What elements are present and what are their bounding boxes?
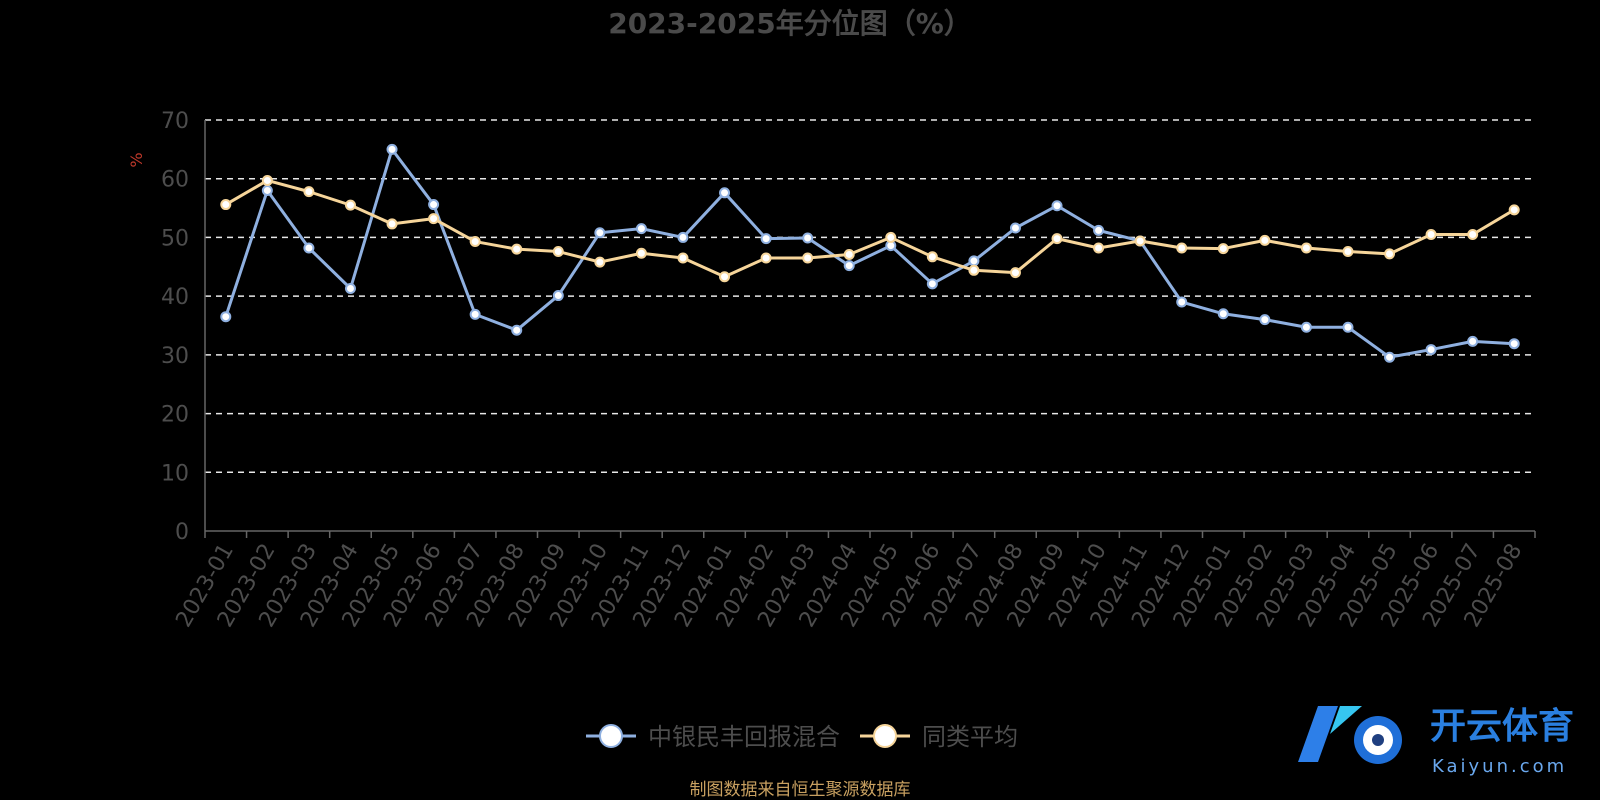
data-point: [220, 199, 232, 211]
watermark-logo: 开云体育 Kaiyun.com: [1298, 706, 1574, 777]
data-point: [428, 199, 440, 211]
y-axis-label: %: [127, 152, 146, 167]
watermark-brand-en: Kaiyun.com: [1432, 756, 1567, 777]
legend-item-1: 同类平均: [860, 723, 1018, 751]
data-point: [802, 232, 814, 244]
series-0: [220, 143, 1520, 363]
data-point: [552, 290, 564, 302]
data-point: [719, 271, 731, 283]
data-point: [1467, 335, 1479, 347]
data-point: [303, 242, 315, 254]
data-point: [635, 247, 647, 259]
data-point: [386, 143, 398, 155]
data-point: [1217, 243, 1229, 255]
data-point: [1009, 222, 1021, 234]
data-point: [1342, 321, 1354, 333]
legend-item-0: 中银民丰回报混合: [586, 723, 840, 751]
legend-label: 中银民丰回报混合: [648, 723, 840, 751]
data-point: [926, 278, 938, 290]
y-tick-label: 40: [161, 285, 189, 310]
data-point: [303, 186, 315, 198]
data-point: [220, 311, 232, 323]
legend-marker: [873, 724, 897, 748]
data-point: [469, 308, 481, 320]
data-point: [1176, 242, 1188, 254]
series-lines: [220, 143, 1520, 363]
data-point: [1425, 228, 1437, 240]
data-point: [511, 243, 523, 255]
data-point: [1176, 296, 1188, 308]
data-point: [677, 231, 689, 243]
data-point: [594, 227, 606, 239]
axes: 0102030405060702023-012023-022023-032023…: [161, 109, 1536, 632]
data-point: [344, 199, 356, 211]
watermark-brand-cn: 开云体育: [1430, 706, 1574, 747]
data-point: [1093, 224, 1105, 236]
data-point: [1384, 248, 1396, 260]
y-tick-label: 70: [161, 109, 189, 134]
data-point: [926, 251, 938, 263]
data-point: [428, 213, 440, 225]
data-point: [1300, 321, 1312, 333]
data-point: [552, 246, 564, 258]
data-point: [1467, 228, 1479, 240]
data-point: [968, 264, 980, 276]
legend-label: 同类平均: [922, 723, 1018, 751]
legend: 中银民丰回报混合 同类平均: [586, 723, 1018, 751]
data-point: [719, 187, 731, 199]
data-point: [677, 252, 689, 264]
data-point: [594, 256, 606, 268]
y-tick-label: 20: [161, 403, 189, 428]
grid: [205, 119, 1535, 474]
data-point: [1051, 200, 1063, 212]
data-point: [843, 260, 855, 272]
data-point: [1259, 314, 1271, 326]
data-point: [1342, 246, 1354, 258]
data-point: [1093, 242, 1105, 254]
y-tick-label: 50: [161, 226, 189, 251]
data-point: [760, 252, 772, 264]
data-point: [1134, 235, 1146, 247]
data-point: [760, 233, 772, 245]
data-point: [511, 324, 523, 336]
data-point: [469, 236, 481, 248]
data-point: [386, 218, 398, 230]
data-point: [344, 283, 356, 295]
data-point: [1259, 234, 1271, 246]
data-point: [261, 174, 273, 186]
data-point: [1217, 308, 1229, 320]
data-point: [885, 231, 897, 243]
data-point: [1425, 344, 1437, 356]
y-tick-label: 60: [161, 168, 189, 193]
data-point: [1508, 338, 1520, 350]
data-point: [1051, 233, 1063, 245]
data-point: [261, 184, 273, 196]
y-tick-label: 30: [161, 344, 189, 369]
data-point: [843, 248, 855, 260]
y-tick-label: 10: [161, 461, 189, 486]
data-point: [1009, 267, 1021, 279]
chart-title: 2023-2025年分位图（%）: [608, 7, 972, 40]
data-point: [1508, 204, 1520, 216]
series-1: [220, 174, 1520, 283]
data-point: [635, 223, 647, 235]
legend-marker: [599, 724, 623, 748]
data-point: [802, 252, 814, 264]
data-point: [1300, 242, 1312, 254]
series-line: [225, 178, 1515, 279]
series-line: [224, 147, 1515, 359]
data-point: [1384, 351, 1396, 363]
y-tick-label: 0: [175, 520, 189, 545]
source-note: 制图数据来自恒生聚源数据库: [690, 780, 911, 800]
data-point: [968, 255, 980, 267]
